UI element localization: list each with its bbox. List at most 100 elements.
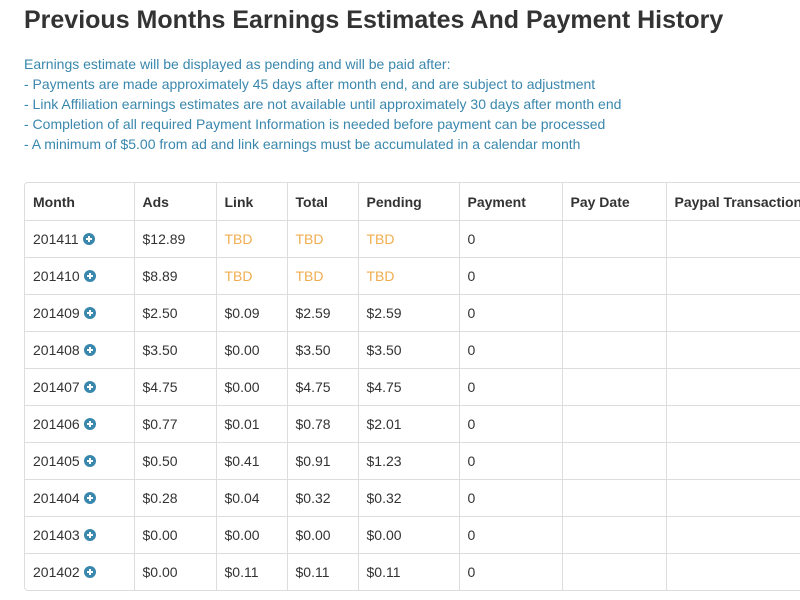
month-label: 201409 bbox=[33, 305, 80, 321]
month-cell: 201407 bbox=[25, 368, 134, 406]
ads-cell: $12.89 bbox=[133, 220, 216, 258]
ads-cell: $2.50 bbox=[133, 294, 216, 332]
total-cell: $0.00 bbox=[286, 516, 358, 554]
pay-date-cell bbox=[561, 405, 666, 443]
payment-cell: 0 bbox=[458, 479, 562, 517]
link-cell: $0.41 bbox=[215, 442, 287, 480]
pending-cell: TBD bbox=[357, 257, 459, 295]
plus-circle-icon[interactable] bbox=[82, 233, 95, 245]
payment-cell: 0 bbox=[458, 516, 562, 554]
ads-cell: $8.89 bbox=[133, 257, 216, 295]
link-cell: $0.00 bbox=[215, 368, 287, 406]
pending-cell: $4.75 bbox=[357, 368, 459, 406]
month-label: 201404 bbox=[33, 490, 80, 506]
table-row: 201408 $3.50 $0.00 $3.50 $3.50 0 bbox=[25, 331, 800, 369]
month-cell: 201405 bbox=[25, 442, 134, 480]
month-cell: 201408 bbox=[25, 331, 134, 369]
pay-date-cell bbox=[561, 220, 666, 258]
total-cell: $4.75 bbox=[286, 368, 358, 406]
total-cell: $0.91 bbox=[286, 442, 358, 480]
plus-circle-icon[interactable] bbox=[83, 418, 96, 430]
plus-circle-icon[interactable] bbox=[83, 566, 96, 578]
month-label: 201411 bbox=[33, 231, 79, 247]
ads-cell: $0.00 bbox=[133, 553, 216, 590]
pay-date-cell bbox=[561, 331, 666, 369]
payment-cell: 0 bbox=[458, 442, 562, 480]
link-cell: $0.09 bbox=[215, 294, 287, 332]
paypal-transaction-cell bbox=[665, 479, 800, 517]
link-cell: $0.04 bbox=[215, 479, 287, 517]
header-paypal-transaction: Paypal Transaction bbox=[665, 183, 800, 221]
plus-circle-icon[interactable] bbox=[83, 307, 96, 319]
table-body: 201411 $12.89 TBD TBD TBD 0 201410 $8.89 TBD TBD T… bbox=[25, 220, 800, 590]
paypal-transaction-cell bbox=[665, 405, 800, 443]
earnings-table-container: Month Ads Link Total Pending Payment Pay… bbox=[24, 182, 800, 591]
payment-cell: 0 bbox=[458, 220, 562, 258]
payment-cell: 0 bbox=[458, 405, 562, 443]
table-header-row: Month Ads Link Total Pending Payment Pay… bbox=[25, 183, 800, 221]
pay-date-cell bbox=[561, 294, 666, 332]
table-row: 201404 $0.28 $0.04 $0.32 $0.32 0 bbox=[25, 479, 800, 517]
month-cell: 201403 bbox=[25, 516, 134, 554]
pay-date-cell bbox=[561, 516, 666, 554]
pay-date-cell bbox=[561, 553, 666, 590]
pay-date-cell bbox=[561, 368, 666, 406]
total-cell: $0.78 bbox=[286, 405, 358, 443]
plus-circle-icon[interactable] bbox=[83, 492, 96, 504]
month-cell: 201410 bbox=[25, 257, 134, 295]
paypal-transaction-cell bbox=[665, 516, 800, 554]
note-line: - Link Affiliation earnings estimates ar… bbox=[24, 96, 622, 112]
table-row: 201402 $0.00 $0.11 $0.11 $0.11 0 bbox=[25, 553, 800, 590]
header-month: Month bbox=[33, 193, 75, 210]
note-line: - Completion of all required Payment Inf… bbox=[24, 116, 606, 132]
table-row: 201411 $12.89 TBD TBD TBD 0 bbox=[25, 220, 800, 258]
plus-circle-icon[interactable] bbox=[83, 455, 96, 467]
plus-circle-icon[interactable] bbox=[83, 270, 96, 282]
total-cell: $2.59 bbox=[286, 294, 358, 332]
paypal-transaction-cell bbox=[665, 220, 800, 258]
pending-cell: $0.32 bbox=[357, 479, 459, 517]
pending-cell: $0.11 bbox=[357, 553, 459, 590]
month-cell: 201411 bbox=[25, 220, 134, 258]
month-cell: 201409 bbox=[25, 294, 134, 332]
ads-cell: $0.28 bbox=[133, 479, 216, 517]
table-row: 201406 $0.77 $0.01 $0.78 $2.01 0 bbox=[25, 405, 800, 443]
pending-cell: $2.59 bbox=[357, 294, 459, 332]
link-cell: TBD bbox=[215, 257, 287, 295]
ads-cell: $0.00 bbox=[133, 516, 216, 554]
plus-circle-icon[interactable] bbox=[83, 381, 96, 393]
link-cell: $0.00 bbox=[215, 331, 287, 369]
paypal-transaction-cell bbox=[665, 553, 800, 590]
pending-cell: $1.23 bbox=[357, 442, 459, 480]
link-cell: TBD bbox=[215, 220, 287, 258]
note-line: Earnings estimate will be displayed as p… bbox=[24, 56, 451, 72]
table-row: 201409 $2.50 $0.09 $2.59 $2.59 0 bbox=[25, 294, 800, 332]
table-row: 201403 $0.00 $0.00 $0.00 $0.00 0 bbox=[25, 516, 800, 554]
ads-cell: $0.77 bbox=[133, 405, 216, 443]
ads-cell: $3.50 bbox=[133, 331, 216, 369]
ads-cell: $0.50 bbox=[133, 442, 216, 480]
table-row: 201407 $4.75 $0.00 $4.75 $4.75 0 bbox=[25, 368, 800, 406]
payment-notes: Earnings estimate will be displayed as p… bbox=[24, 54, 621, 154]
note-line: - A minimum of $5.00 from ad and link ea… bbox=[24, 136, 581, 152]
plus-circle-icon[interactable] bbox=[83, 344, 96, 356]
month-cell: 201404 bbox=[25, 479, 134, 517]
earnings-table: Month Ads Link Total Pending Payment Pay… bbox=[25, 183, 800, 590]
month-label: 201406 bbox=[33, 416, 80, 432]
total-cell: $0.11 bbox=[286, 553, 358, 590]
table-row: 201410 $8.89 TBD TBD TBD 0 bbox=[25, 257, 800, 295]
paypal-transaction-cell bbox=[665, 368, 800, 406]
paypal-transaction-cell bbox=[665, 294, 800, 332]
paypal-transaction-cell bbox=[665, 331, 800, 369]
payment-cell: 0 bbox=[458, 331, 562, 369]
note-line: - Payments are made approximately 45 day… bbox=[24, 76, 596, 92]
payment-cell: 0 bbox=[458, 257, 562, 295]
paypal-transaction-cell bbox=[665, 442, 800, 480]
pay-date-cell bbox=[561, 479, 666, 517]
header-link: Link bbox=[215, 183, 287, 221]
month-label: 201403 bbox=[33, 527, 80, 543]
header-ads: Ads bbox=[133, 183, 216, 221]
plus-circle-icon[interactable] bbox=[83, 529, 96, 541]
month-cell: 201402 bbox=[25, 553, 134, 590]
